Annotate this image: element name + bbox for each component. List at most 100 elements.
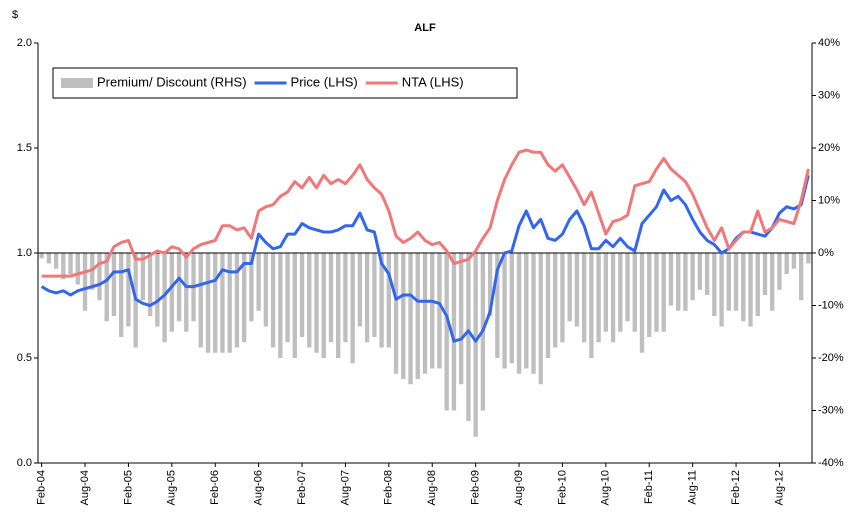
bar [314, 253, 319, 353]
bar [770, 253, 775, 311]
bar [690, 253, 695, 301]
bar [466, 253, 471, 421]
bar [321, 253, 326, 358]
bar [531, 253, 536, 374]
x-tick-label: Feb-12 [730, 470, 742, 505]
bar [364, 253, 370, 343]
x-tick-label: Aug-08 [426, 470, 438, 505]
bar [393, 253, 399, 374]
bar [719, 253, 724, 327]
line-series [40, 174, 810, 343]
bar [422, 253, 428, 374]
bar [285, 253, 290, 343]
bar [712, 253, 717, 316]
y-unit-label: $ [12, 9, 18, 21]
legend-label: Price (LHS) [291, 74, 358, 89]
bar [473, 253, 478, 437]
bar [401, 253, 406, 379]
x-tick-label: Aug-09 [513, 470, 525, 505]
bar [278, 253, 283, 358]
legend-swatch [61, 78, 93, 88]
bar [603, 253, 609, 332]
x-tick-label: Feb-06 [209, 470, 221, 505]
x-tick-label: Aug-12 [773, 470, 785, 505]
bar [596, 253, 601, 343]
x-tick-label: Feb-10 [556, 470, 568, 505]
bar [654, 253, 659, 332]
bar [68, 253, 73, 274]
bar [155, 253, 160, 327]
bar [292, 253, 297, 358]
bar [336, 253, 341, 358]
bar [430, 253, 435, 369]
bar [618, 253, 623, 332]
y2-tick-label: -10% [818, 299, 844, 311]
x-tick-label: Feb-07 [296, 470, 308, 505]
bar [198, 253, 203, 348]
bar [545, 253, 551, 358]
bar [495, 253, 500, 358]
x-tick-label: Feb-05 [122, 470, 134, 505]
x-tick-label: Aug-10 [600, 470, 612, 505]
bar [589, 253, 594, 358]
bar [748, 253, 753, 327]
bar [415, 253, 420, 379]
bar [741, 253, 746, 322]
bar [234, 253, 240, 348]
bar [408, 253, 413, 385]
x-tick-label: Aug-06 [253, 470, 265, 505]
bar [632, 253, 637, 332]
bar [386, 253, 392, 348]
legend-label: NTA (LHS) [402, 74, 464, 89]
bar [676, 253, 681, 311]
bar [82, 253, 88, 311]
bar [668, 253, 674, 306]
bar [147, 253, 153, 316]
bar [227, 253, 232, 353]
bar [328, 253, 334, 343]
y2-tick-label: -20% [818, 352, 844, 364]
bar [791, 253, 797, 269]
bar [256, 253, 261, 311]
bar [762, 253, 768, 295]
bar [379, 253, 384, 348]
bar [567, 253, 572, 322]
x-tick-label: Aug-11 [687, 470, 699, 505]
bar [806, 253, 811, 264]
bar [299, 253, 305, 337]
line-series [41, 148, 810, 278]
bar [350, 253, 355, 364]
bar [458, 253, 464, 385]
bar [220, 253, 225, 353]
bar [53, 253, 59, 269]
bar [205, 253, 211, 353]
bar [162, 253, 167, 343]
y2-tick-label: -30% [818, 404, 844, 416]
bar [647, 253, 652, 337]
bar [437, 253, 442, 369]
bar [140, 253, 146, 301]
bar [538, 253, 543, 385]
bar [39, 253, 44, 259]
x-tick-label: Feb-04 [36, 470, 48, 505]
bar [509, 253, 514, 364]
bar [241, 253, 247, 343]
bar [270, 253, 276, 348]
legend-label: Premium/ Discount (RHS) [97, 74, 247, 89]
bar [90, 253, 95, 290]
bar [560, 253, 565, 343]
y2-tick-label: 10% [818, 194, 840, 206]
bar [263, 253, 269, 327]
bar [343, 253, 348, 343]
bar [451, 253, 457, 411]
bar [372, 253, 377, 337]
y2-tick-label: 30% [818, 89, 840, 101]
y2-tick-label: 20% [818, 142, 840, 154]
x-tick-label: Feb-11 [643, 470, 655, 504]
bar [516, 253, 522, 374]
bar [46, 253, 52, 264]
bar [704, 253, 710, 295]
bar [639, 253, 645, 353]
bar [249, 253, 254, 322]
